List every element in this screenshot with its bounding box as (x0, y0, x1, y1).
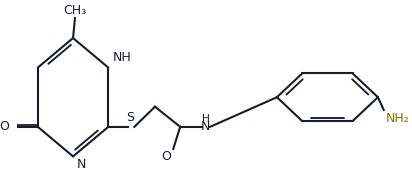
Text: S: S (126, 111, 134, 124)
Text: NH: NH (113, 52, 132, 64)
Text: CH₃: CH₃ (63, 4, 87, 17)
Text: N: N (77, 158, 86, 172)
Text: O: O (0, 120, 9, 133)
Text: NH₂: NH₂ (386, 112, 410, 125)
Text: O: O (162, 150, 171, 163)
Text: N: N (201, 120, 210, 133)
Text: H: H (201, 114, 209, 124)
